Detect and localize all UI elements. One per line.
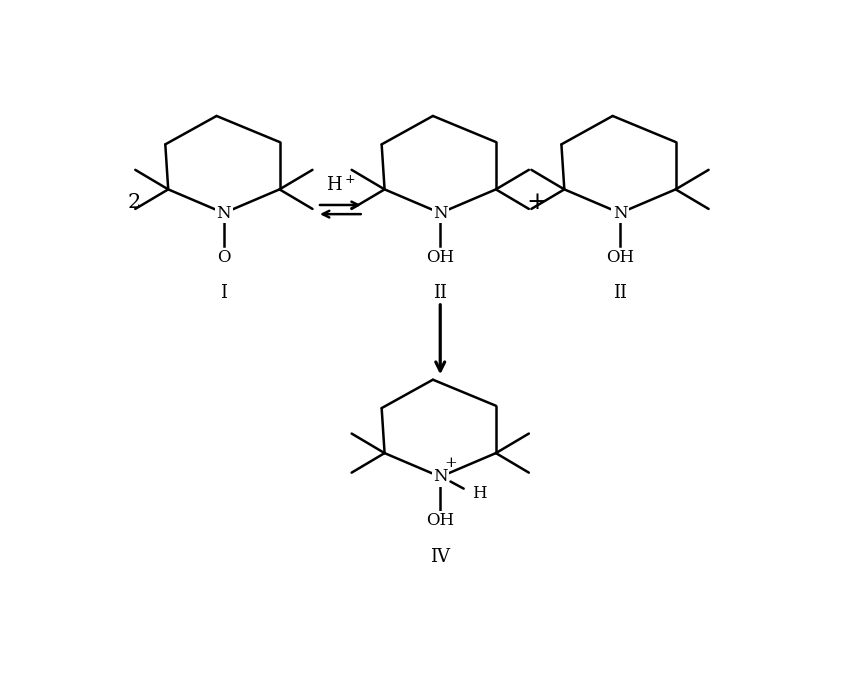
Text: II: II — [433, 284, 448, 302]
Text: N: N — [433, 205, 448, 222]
Text: 2: 2 — [127, 193, 141, 212]
Text: OH: OH — [606, 249, 634, 266]
Text: +: + — [527, 191, 547, 214]
Text: N: N — [612, 205, 627, 222]
Text: N: N — [433, 468, 448, 485]
Text: I: I — [221, 284, 228, 302]
Text: H$^+$: H$^+$ — [326, 175, 355, 194]
Text: H: H — [472, 485, 487, 502]
Text: OH: OH — [426, 249, 454, 266]
Text: IV: IV — [430, 548, 450, 565]
Text: N: N — [216, 205, 231, 222]
Text: OH: OH — [426, 512, 454, 529]
Text: II: II — [613, 284, 627, 302]
Text: +: + — [445, 456, 458, 470]
Text: O: O — [217, 249, 230, 266]
